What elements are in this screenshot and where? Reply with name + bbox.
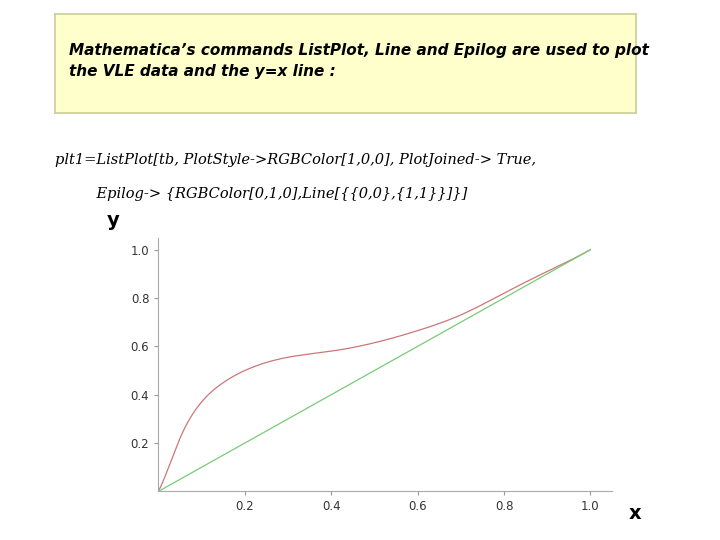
X-axis label: x: x bbox=[629, 504, 641, 523]
Text: Epilog-> {RGBColor[0,1,0],Line[{{0,0},{1,1}}]}]: Epilog-> {RGBColor[0,1,0],Line[{{0,0},{1… bbox=[78, 187, 467, 201]
Text: Mathematica’s commands ListPlot, Line and Epilog are used to plot
the VLE data a: Mathematica’s commands ListPlot, Line an… bbox=[69, 43, 649, 79]
Text: plt1=ListPlot[tb, PlotStyle->RGBColor[1,0,0], PlotJoined-> True,: plt1=ListPlot[tb, PlotStyle->RGBColor[1,… bbox=[55, 153, 536, 167]
Y-axis label: y: y bbox=[107, 211, 120, 230]
